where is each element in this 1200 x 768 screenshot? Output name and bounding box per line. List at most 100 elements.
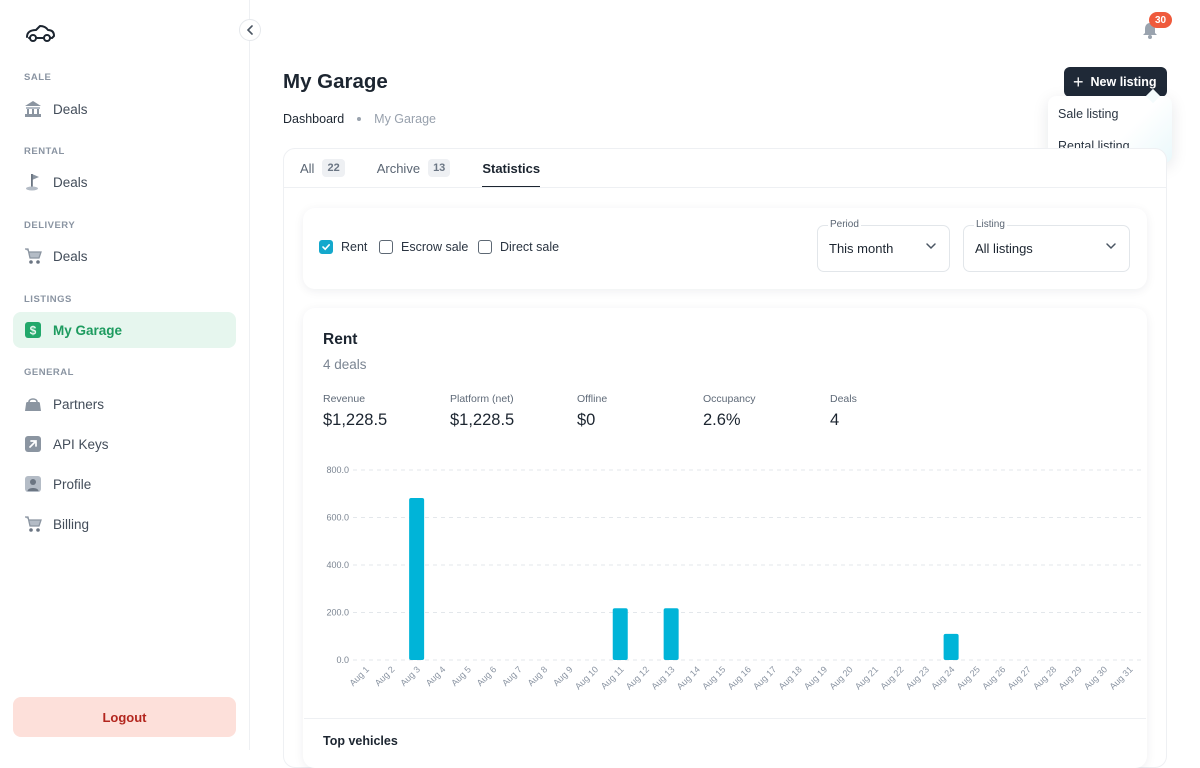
x-tick-label: Aug 7 [500, 664, 524, 688]
metric-label: Platform (net) [450, 393, 514, 405]
chart-bar [663, 608, 679, 660]
sidebar-item-label: API Keys [53, 436, 109, 452]
section-label-delivery: DELIVERY [24, 220, 76, 231]
plus-icon: + [1073, 72, 1084, 92]
x-tick-label: Aug 2 [373, 664, 397, 688]
chart-divider [304, 718, 1146, 719]
sidebar-item-billing[interactable]: Billing [13, 506, 236, 542]
y-tick-label: 0.0 [336, 655, 349, 665]
metric-label: Offline [577, 393, 608, 405]
x-tick-label: Aug 16 [726, 664, 753, 691]
x-tick-label: Aug 11 [599, 664, 626, 691]
metric-occupancy: Occupancy 2.6% [703, 393, 756, 430]
sidebar-item-label: Deals [53, 248, 88, 264]
tab-label: Statistics [482, 160, 541, 176]
metric-value: $1,228.5 [450, 411, 515, 429]
listing-select-value: All listings [975, 241, 1033, 256]
x-tick-label: Aug 9 [551, 664, 575, 688]
sidebar-item-label: Partners [53, 396, 105, 412]
arrow-up-right-icon [24, 435, 42, 453]
chart-bar [612, 608, 628, 660]
breadcrumb-current: My Garage [374, 112, 436, 126]
cart-icon [24, 515, 42, 533]
sidebar-item-api-keys[interactable]: API Keys [13, 426, 236, 462]
stats-card [303, 308, 1147, 768]
tab-statistics[interactable]: Statistics [482, 148, 540, 188]
x-tick-label: Aug 22 [878, 664, 905, 691]
metric-revenue: Revenue $1,228.5 [323, 393, 387, 430]
listing-select[interactable]: Listing All listings [963, 219, 1130, 272]
x-tick-label: Aug 26 [980, 664, 1007, 691]
period-select-value: This month [829, 241, 894, 256]
tab-label: Archive [376, 160, 421, 176]
collapse-sidebar-button[interactable] [239, 19, 261, 41]
tab-count-badge: 13 [428, 159, 451, 177]
new-listing-button[interactable]: + New listing [1064, 67, 1167, 97]
logout-button[interactable]: Logout [13, 697, 236, 737]
y-tick-label: 600.0 [326, 513, 349, 523]
section-label-rental: RENTAL [24, 146, 65, 157]
metric-label: Occupancy [703, 393, 756, 405]
x-tick-label: Aug 13 [649, 664, 676, 691]
sidebar-item-rental-deals[interactable]: Deals [13, 164, 236, 200]
x-tick-label: Aug 4 [424, 664, 448, 688]
x-tick-label: Aug 3 [398, 664, 422, 688]
sidebar-item-label: Billing [53, 516, 90, 532]
x-tick-label: Aug 5 [449, 664, 473, 688]
breadcrumb-separator [357, 117, 362, 121]
checkbox-label: Escrow sale [401, 240, 469, 254]
notification-count-badge: 30 [1149, 12, 1172, 28]
dollar-icon: $ [24, 321, 42, 339]
breadcrumb-dashboard-link[interactable]: Dashboard [283, 112, 345, 126]
user-icon [24, 475, 42, 493]
x-tick-label: Aug 20 [827, 664, 854, 691]
tab-count-badge: 22 [322, 159, 345, 177]
x-tick-label: Aug 17 [751, 664, 778, 691]
x-tick-label: Aug 25 [955, 664, 982, 691]
car-logo-icon[interactable] [24, 22, 56, 44]
sidebar-item-label: Deals [53, 174, 88, 190]
dropdown-option-sale-listing[interactable]: Sale listing [1058, 107, 1119, 121]
x-tick-label: Aug 29 [1057, 664, 1084, 691]
sidebar-item-sale-deals[interactable]: Deals [13, 91, 236, 127]
escrow-sale-checkbox[interactable]: Escrow sale [379, 240, 468, 254]
listing-select-label: Listing [974, 219, 1007, 230]
x-tick-label: Aug 27 [1006, 664, 1033, 691]
metric-label: Revenue [323, 393, 366, 405]
tab-archive[interactable]: Archive 13 [377, 148, 451, 188]
x-tick-label: Aug 18 [777, 664, 804, 691]
checkbox-unchecked-icon [379, 240, 393, 254]
sidebar-item-label: Deals [53, 101, 88, 117]
x-tick-label: Aug 31 [1107, 664, 1134, 691]
metric-value: 2.6% [703, 411, 741, 429]
metric-value: $0 [577, 411, 596, 429]
tabs-divider [284, 187, 1166, 188]
sidebar [0, 0, 250, 750]
sidebar-item-delivery-deals[interactable]: Deals [13, 238, 236, 274]
checkbox-label: Direct sale [500, 240, 560, 254]
x-tick-label: Aug 8 [526, 664, 550, 688]
x-tick-label: Aug 23 [904, 664, 931, 691]
metric-label: Deals [830, 393, 857, 405]
bank-icon [24, 100, 42, 118]
metric-value: 4 [830, 411, 840, 429]
bag-icon [24, 395, 42, 413]
new-listing-label: New listing [1090, 75, 1157, 89]
sidebar-item-label: My Garage [53, 322, 123, 338]
section-label-listings: LISTINGS [24, 294, 72, 305]
y-tick-label: 200.0 [326, 608, 349, 618]
direct-sale-checkbox[interactable]: Direct sale [478, 240, 559, 254]
x-tick-label: Aug 30 [1082, 664, 1109, 691]
checkbox-checked-icon [319, 240, 333, 254]
rent-checkbox[interactable]: Rent [319, 240, 367, 254]
sidebar-item-my-garage[interactable]: $ My Garage [13, 312, 236, 348]
tab-all[interactable]: All 22 [300, 148, 345, 188]
x-tick-label: Aug 1 [347, 664, 371, 688]
sidebar-item-partners[interactable]: Partners [13, 386, 236, 422]
tab-label: All [300, 160, 315, 176]
sidebar-item-profile[interactable]: Profile [13, 466, 236, 502]
metric-value: $1,228.5 [323, 411, 388, 429]
period-select[interactable]: Period This month [817, 219, 950, 272]
tab-bar: All 22 Archive 13 Statistics [300, 148, 572, 188]
